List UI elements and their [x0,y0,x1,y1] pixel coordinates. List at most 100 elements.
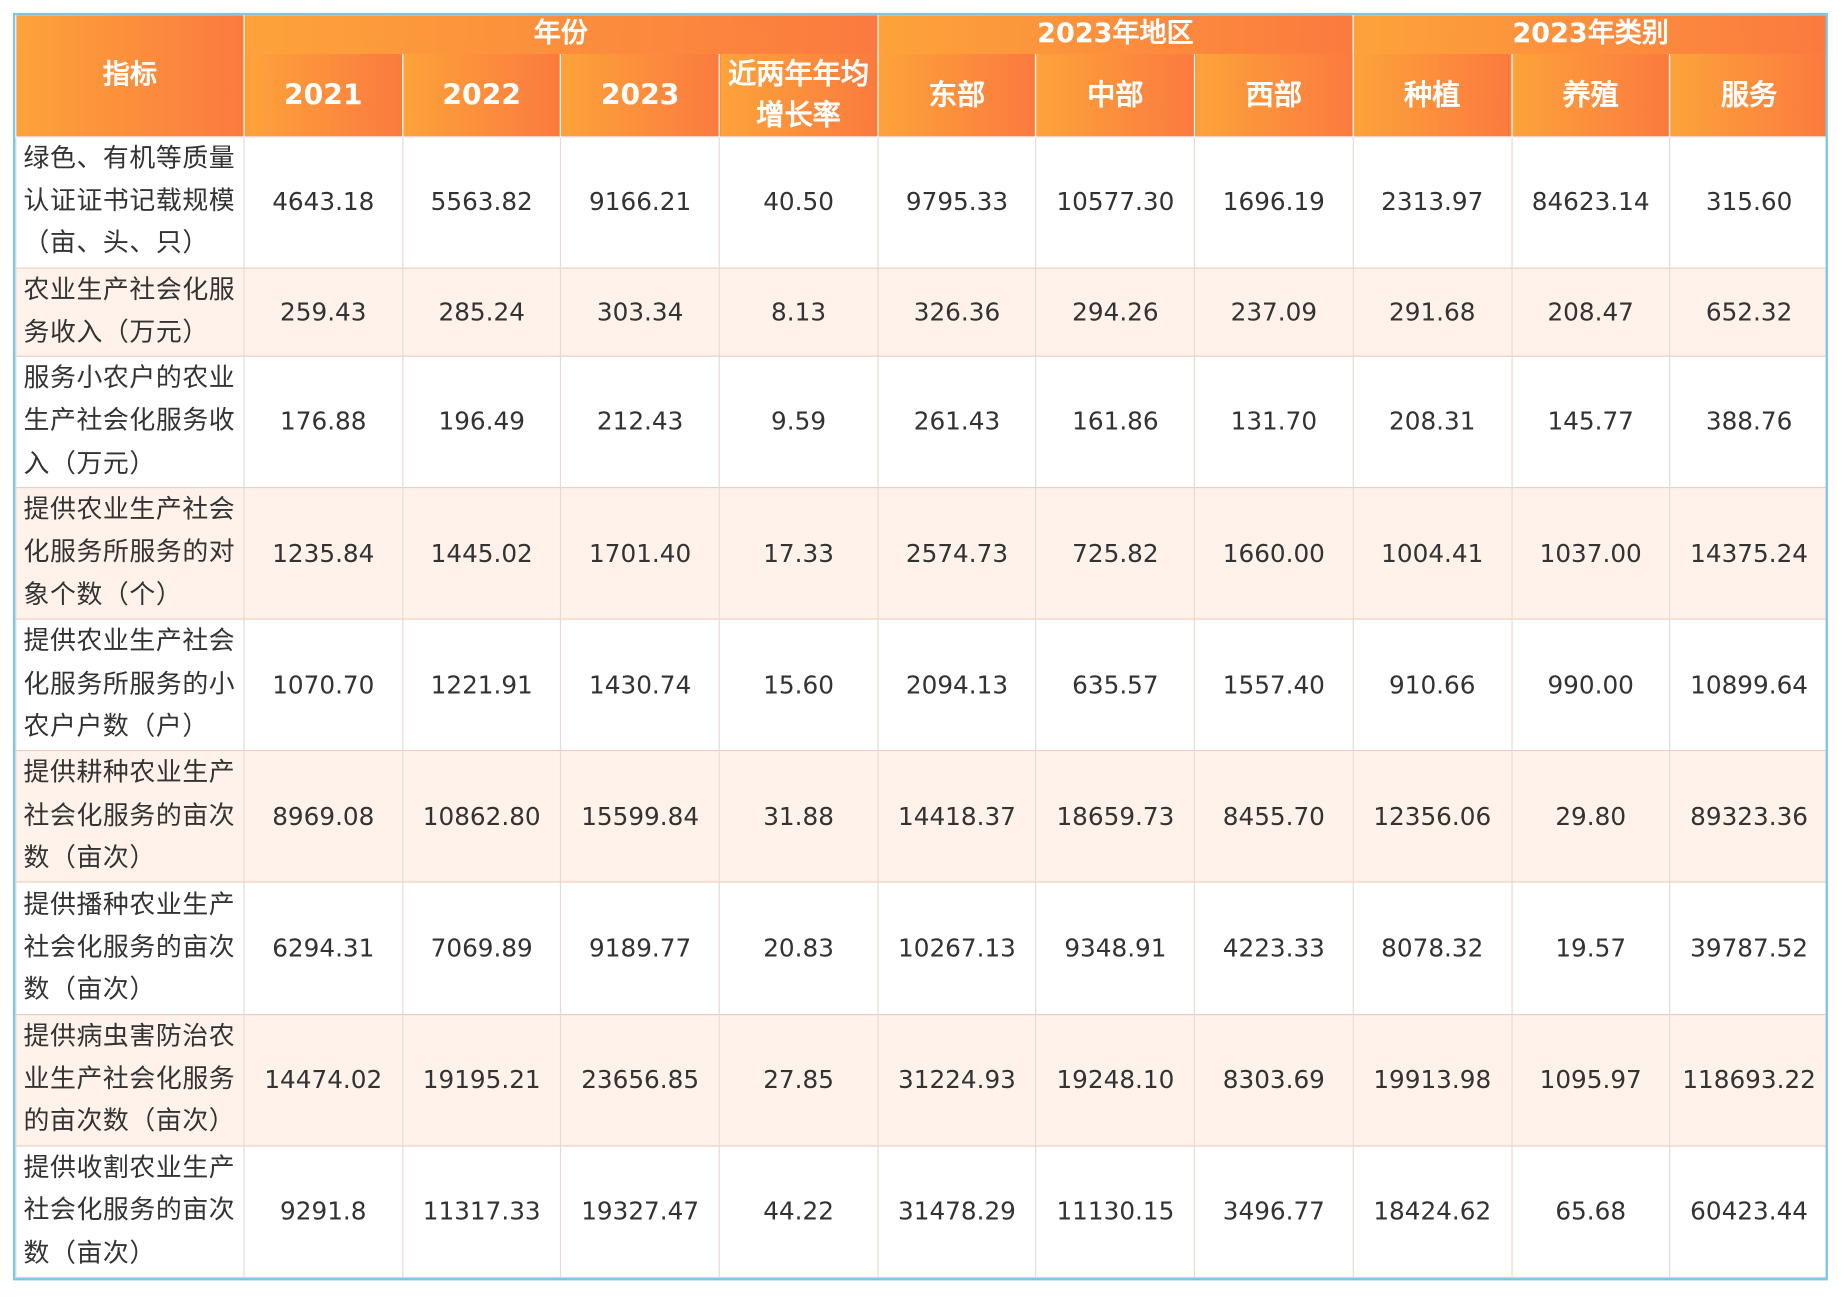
column-header: 种植 [1352,53,1513,137]
table-cell: 237.09 [1194,267,1354,357]
table-cell: 31.88 [718,750,879,884]
table-cell: 11317.33 [401,1145,562,1279]
table-cell: 10899.64 [1669,618,1826,752]
table-cell: 725.82 [1035,487,1196,620]
indicator-header: 指标 [15,15,245,137]
table-cell: 65.68 [1510,1145,1671,1279]
table-cell: 9.59 [718,355,879,489]
table-row: 提供农业生产社会化服务所服务的对象个数（个） 1235.84 1445.02 1701… [15,487,1826,620]
table-cell: 19248.10 [1035,1013,1196,1147]
table-cell: 10862.80 [401,750,562,884]
table-cell: 20.83 [718,881,879,1015]
table-cell: 9189.77 [560,881,720,1015]
table-cell: 1037.00 [1510,487,1671,620]
table-cell: 11130.15 [1035,1145,1196,1279]
table-cell: 635.57 [1035,618,1196,752]
table-cell: 18659.73 [1035,750,1196,884]
row-label: 提供病虫害防治农业生产社会化服务的亩次数（亩次） [15,1013,245,1147]
table-cell: 14418.37 [877,750,1037,884]
table-cell: 14375.24 [1669,487,1826,620]
table-cell: 9291.8 [243,1145,404,1279]
table-cell: 315.60 [1669,135,1826,269]
statistics-table: 指标 年份 2023年地区 2023年类别 2021 2022 2023 近两年… [15,15,1826,1279]
table-cell: 2094.13 [877,618,1037,752]
table-cell: 3496.77 [1194,1145,1354,1279]
table-cell: 60423.44 [1669,1145,1826,1279]
table-cell: 1430.74 [560,618,720,752]
table-row: 农业生产社会化服务收入（万元） 259.43 285.24 303.34 8.13 326… [15,267,1826,357]
table-cell: 196.49 [401,355,562,489]
table-frame: 指标 年份 2023年地区 2023年类别 2021 2022 2023 近两年… [12,12,1828,1281]
row-label: 提供播种农业生产社会化服务的亩次数（亩次） [15,881,245,1015]
table-cell: 19.57 [1510,881,1671,1015]
table-cell: 176.88 [243,355,404,489]
table-row: 提供耕种农业生产社会化服务的亩次数（亩次） 8969.08 10862.80 1559… [15,750,1826,884]
table-cell: 4223.33 [1194,881,1354,1015]
table-cell: 10267.13 [877,881,1037,1015]
table-cell: 261.43 [877,355,1037,489]
table-cell: 2313.97 [1352,135,1513,269]
table-cell: 19913.98 [1352,1013,1513,1147]
table-cell: 1557.40 [1194,618,1354,752]
table-cell: 12356.06 [1352,750,1513,884]
table-cell: 31224.93 [877,1013,1037,1147]
table-cell: 145.77 [1510,355,1671,489]
table-cell: 9166.21 [560,135,720,269]
region-group-header: 2023年地区 [877,15,1354,54]
table-cell: 326.36 [877,267,1037,357]
table-row: 提供病虫害防治农业生产社会化服务的亩次数（亩次） 14474.02 19195.21… [15,1013,1826,1147]
table-row: 提供收割农业生产社会化服务的亩次数（亩次） 9291.8 11317.33 19327… [15,1145,1826,1279]
table-cell: 118693.22 [1669,1013,1826,1147]
row-label: 服务小农户的农业生产社会化服务收入（万元） [15,355,245,489]
table-cell: 910.66 [1352,618,1513,752]
column-header: 服务 [1669,53,1826,137]
table-cell: 1660.00 [1194,487,1354,620]
table-cell: 285.24 [401,267,562,357]
row-label: 农业生产社会化服务收入（万元） [15,267,245,357]
table-cell: 1696.19 [1194,135,1354,269]
table-row: 提供播种农业生产社会化服务的亩次数（亩次） 6294.31 7069.89 9189.… [15,881,1826,1015]
table-cell: 1701.40 [560,487,720,620]
table-cell: 29.80 [1510,750,1671,884]
table-cell: 1070.70 [243,618,404,752]
table-cell: 9348.91 [1035,881,1196,1015]
header-column-row: 2021 2022 2023 近两年年均增长率 东部 中部 西部 种植 养殖 服… [16,53,1826,137]
table-row: 绿色、有机等质量认证证书记载规模（亩、头、只） 4643.18 5563.82 916… [15,135,1826,269]
table-cell: 1221.91 [401,618,562,752]
table-row: 提供农业生产社会化服务所服务的小农户户数（户） 1070.70 1221.91 143… [15,618,1826,752]
row-label: 提供农业生产社会化服务所服务的对象个数（个） [15,487,245,620]
table-cell: 14474.02 [243,1013,404,1147]
table-cell: 303.34 [560,267,720,357]
table-cell: 208.31 [1352,355,1513,489]
column-header: 2021 [243,53,404,137]
table-cell: 9795.33 [877,135,1037,269]
table-cell: 8078.32 [1352,881,1513,1015]
table-cell: 1095.97 [1510,1013,1671,1147]
table-cell: 84623.14 [1510,135,1671,269]
table-cell: 1004.41 [1352,487,1513,620]
table-cell: 1235.84 [243,487,404,620]
column-header: 2023 [560,53,720,137]
table-cell: 15599.84 [560,750,720,884]
table-cell: 44.22 [718,1145,879,1279]
table-cell: 2574.73 [877,487,1037,620]
table-cell: 7069.89 [401,881,562,1015]
table-cell: 208.47 [1510,267,1671,357]
table-cell: 40.50 [718,135,879,269]
row-label: 绿色、有机等质量认证证书记载规模（亩、头、只） [15,135,245,269]
table-cell: 388.76 [1669,355,1826,489]
table-cell: 23656.85 [560,1013,720,1147]
table-cell: 131.70 [1194,355,1354,489]
table-cell: 294.26 [1035,267,1196,357]
table-cell: 212.43 [560,355,720,489]
column-header-growth-rate: 近两年年均增长率 [718,53,879,137]
table-cell: 10577.30 [1035,135,1196,269]
table-header: 指标 年份 2023年地区 2023年类别 2021 2022 2023 近两年… [15,15,1826,137]
year-group-header: 年份 [243,15,879,54]
table-cell: 291.68 [1352,267,1513,357]
table-cell: 652.32 [1669,267,1826,357]
table-cell: 5563.82 [401,135,562,269]
table-cell: 8455.70 [1194,750,1354,884]
row-label: 提供耕种农业生产社会化服务的亩次数（亩次） [15,750,245,884]
